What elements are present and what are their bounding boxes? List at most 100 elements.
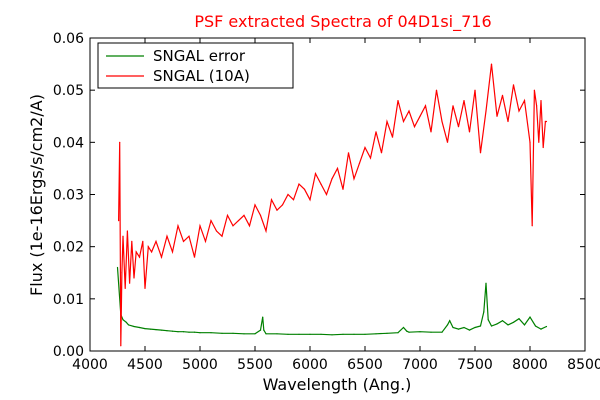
data-point xyxy=(463,326,465,329)
data-point xyxy=(474,326,476,329)
data-point xyxy=(490,325,493,327)
data-point xyxy=(402,326,405,329)
data-point xyxy=(120,345,122,347)
data-point xyxy=(485,110,487,112)
x-axis-label: Wavelength (Ang.) xyxy=(263,375,412,394)
data-point xyxy=(135,251,137,253)
data-point xyxy=(529,141,531,143)
data-point xyxy=(457,328,460,330)
data-point xyxy=(369,157,372,159)
data-point xyxy=(147,246,149,248)
data-point xyxy=(215,230,218,232)
data-point xyxy=(122,235,124,237)
data-point xyxy=(243,214,245,216)
data-point xyxy=(452,326,454,329)
data-point xyxy=(331,334,333,336)
data-point xyxy=(144,287,146,289)
legend-label-sngal: SNGAL (10A) xyxy=(153,67,250,85)
data-point xyxy=(413,126,416,128)
x-tick-label: 6000 xyxy=(292,357,328,373)
data-point xyxy=(523,100,526,102)
data-point xyxy=(182,240,185,242)
data-point xyxy=(512,84,515,86)
series-line-0 xyxy=(116,267,547,336)
data-point xyxy=(441,331,443,333)
data-point xyxy=(474,89,476,91)
data-point xyxy=(496,115,498,117)
y-tick-label: 0.00 xyxy=(53,344,84,360)
data-point xyxy=(507,120,509,123)
data-point xyxy=(221,332,223,334)
data-point xyxy=(122,319,124,321)
data-point xyxy=(281,204,284,206)
data-point xyxy=(221,235,223,237)
data-point xyxy=(468,131,471,133)
data-point xyxy=(160,256,163,258)
chart-title: PSF extracted Spectra of 04D1si_716 xyxy=(194,12,491,32)
data-point xyxy=(380,152,383,154)
data-point xyxy=(483,311,485,313)
data-point xyxy=(534,325,537,327)
data-point xyxy=(430,131,432,133)
data-point xyxy=(121,272,123,274)
data-point xyxy=(386,120,388,123)
data-point xyxy=(430,331,432,333)
data-point xyxy=(151,251,153,253)
data-point xyxy=(118,220,120,222)
data-point xyxy=(540,328,542,330)
x-tick-label: 6500 xyxy=(347,357,383,373)
data-point xyxy=(501,320,504,322)
x-tick-label: 7500 xyxy=(457,357,493,373)
data-point xyxy=(402,120,405,123)
data-point xyxy=(292,199,295,201)
data-point xyxy=(303,188,306,190)
data-point xyxy=(347,152,350,154)
data-point xyxy=(193,331,196,333)
data-point xyxy=(248,225,251,227)
data-point xyxy=(479,325,482,327)
data-point xyxy=(155,329,157,331)
data-point xyxy=(171,330,174,332)
data-point xyxy=(265,230,267,232)
data-point xyxy=(276,209,278,211)
data-point xyxy=(449,320,451,322)
data-point xyxy=(116,266,119,269)
data-point xyxy=(160,329,163,331)
data-point xyxy=(468,329,471,331)
data-point xyxy=(270,199,273,201)
data-point xyxy=(353,333,355,335)
data-point xyxy=(544,120,547,123)
data-point xyxy=(358,162,361,164)
data-point xyxy=(149,328,152,330)
data-point xyxy=(263,329,265,331)
data-point xyxy=(210,220,212,222)
data-point xyxy=(254,333,256,335)
data-point xyxy=(320,333,322,335)
data-point xyxy=(166,330,168,332)
data-point xyxy=(331,178,333,180)
y-axis: 0.00 0.01 0.02 0.03 0.04 0.05 0.06 xyxy=(53,31,585,360)
data-point xyxy=(364,146,366,149)
y-tick-label: 0.06 xyxy=(53,31,84,47)
data-point xyxy=(287,333,289,335)
x-tick-label: 8000 xyxy=(512,357,548,373)
data-point xyxy=(496,323,498,325)
data-point xyxy=(171,251,174,253)
data-point xyxy=(545,325,548,328)
data-point xyxy=(542,146,544,149)
data-point xyxy=(144,328,146,330)
data-point xyxy=(127,324,130,326)
data-point xyxy=(182,331,185,333)
data-point xyxy=(314,173,317,175)
data-point xyxy=(210,332,212,334)
data-point xyxy=(435,89,438,91)
data-point xyxy=(232,225,234,227)
x-tick-label: 5000 xyxy=(182,357,218,373)
data-point xyxy=(518,318,520,320)
data-point xyxy=(487,319,489,321)
data-point xyxy=(232,332,234,334)
data-point xyxy=(419,331,421,333)
data-point xyxy=(124,287,126,289)
data-point xyxy=(320,183,322,185)
